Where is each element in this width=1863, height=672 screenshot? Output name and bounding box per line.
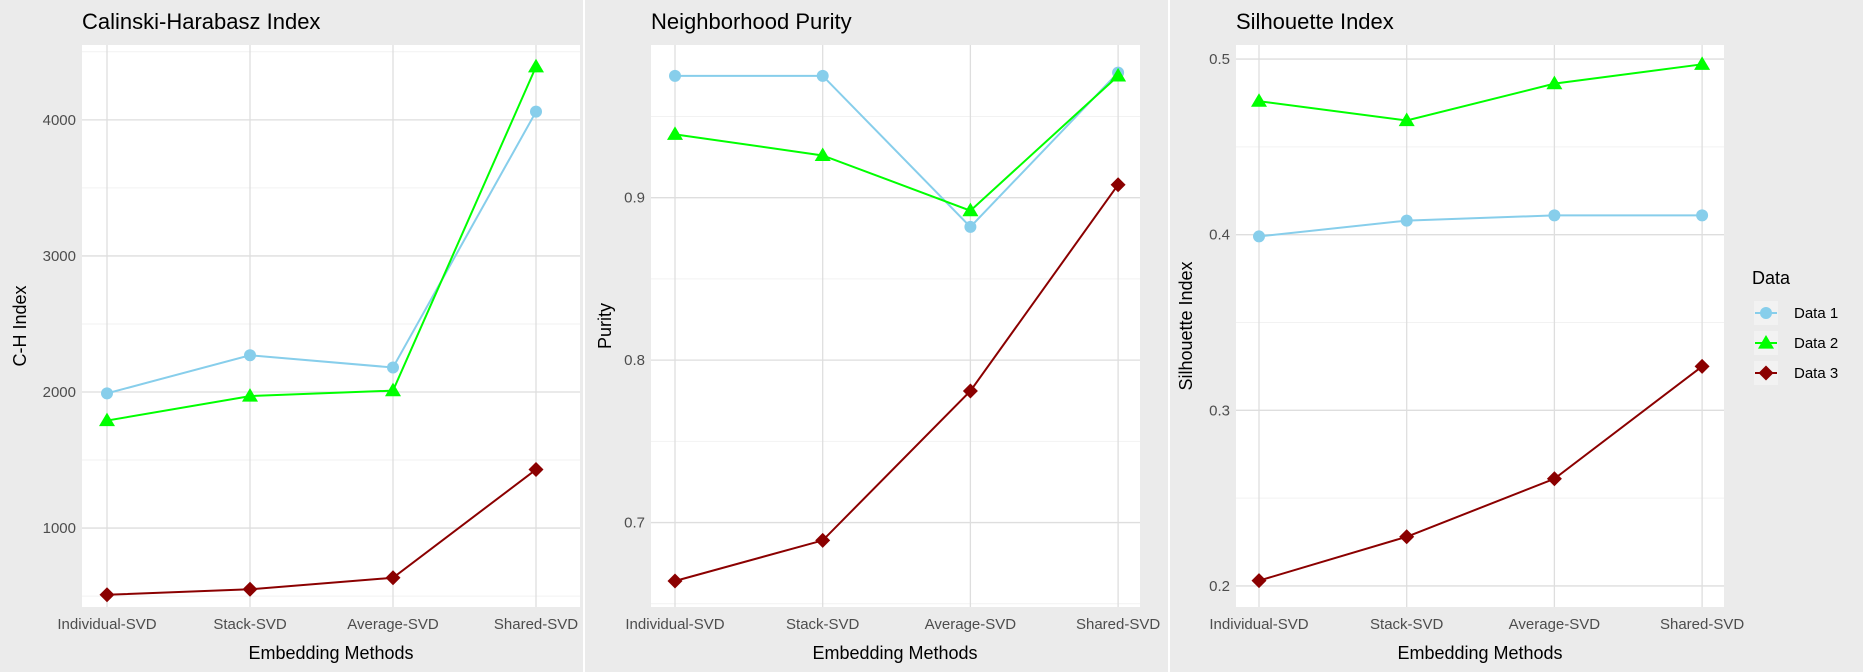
data-point — [815, 532, 831, 548]
series-line — [106, 468, 537, 596]
plot-background — [651, 45, 1140, 607]
legend: Data Data 1 Data 2 Data 3 — [1752, 268, 1838, 385]
legend-title: Data — [1752, 268, 1791, 288]
chart-panel-ch-index: Calinski-Harabasz Index 1000 2000 3000 4000… — [0, 0, 583, 672]
data-point — [962, 202, 979, 217]
x-axis-title: Embedding Methods — [812, 643, 977, 663]
data-point — [1548, 209, 1561, 222]
x-tick-label: Shared-SVD — [1076, 616, 1160, 633]
data-point — [1110, 177, 1126, 193]
x-tick-label: Shared-SVD — [1660, 616, 1744, 633]
legend-entries: Data 1 Data 2 Data 3 — [1754, 301, 1838, 385]
data-point — [1546, 471, 1562, 487]
x-tick-label: Individual-SVD — [57, 616, 156, 633]
data-point — [1251, 93, 1267, 107]
x-tick-label: Stack-SVD — [786, 616, 860, 633]
x-tick-label: Individual-SVD — [625, 616, 724, 633]
data-point — [962, 383, 978, 399]
legend-entry: Data 2 — [1754, 331, 1838, 355]
y-tick-label: 2000 — [43, 384, 76, 401]
y-axis-title: Silhouette Index — [1176, 261, 1196, 390]
x-tick-label: Average-SVD — [1509, 616, 1601, 633]
series-line — [674, 184, 1119, 582]
data-point — [1110, 67, 1127, 82]
x-axis-title: Embedding Methods — [1397, 643, 1562, 663]
x-tick-label: Stack-SVD — [1370, 616, 1444, 633]
y-tick-label: 0.8 — [624, 352, 645, 369]
series-line — [1258, 63, 1703, 122]
y-tick-label: 0.5 — [1209, 51, 1230, 68]
legend-key-marker — [1758, 365, 1774, 381]
x-tick-label: Shared-SVD — [494, 616, 578, 633]
chart-title: Silhouette Index — [1236, 9, 1394, 34]
x-axis-title: Embedding Methods — [248, 643, 413, 663]
legend-key-marker — [1760, 307, 1772, 319]
y-tick-label: 1000 — [43, 520, 76, 537]
data-point — [242, 581, 258, 597]
data-point — [387, 361, 399, 374]
y-tick-label: 0.7 — [624, 515, 645, 532]
series-line — [1258, 214, 1703, 238]
series-line — [106, 111, 537, 395]
y-tick-label: 4000 — [43, 112, 76, 129]
series-line — [674, 75, 1119, 212]
data-point — [1694, 358, 1710, 374]
y-tick-label: 0.2 — [1209, 578, 1230, 595]
data-point — [385, 570, 401, 586]
y-tick-label: 0.3 — [1209, 402, 1230, 419]
data-point — [528, 462, 544, 478]
data-point — [816, 69, 829, 82]
y-tick-label: 0.4 — [1209, 227, 1230, 244]
plot-background — [1236, 45, 1724, 607]
legend-label: Data 1 — [1794, 305, 1838, 322]
series-line — [1258, 365, 1703, 582]
legend-label: Data 3 — [1794, 365, 1838, 382]
x-tick-label: Average-SVD — [347, 616, 439, 633]
chart-title: Calinski-Harabasz Index — [82, 9, 320, 34]
y-tick-label: 0.9 — [624, 190, 645, 207]
data-point — [385, 382, 401, 397]
data-point — [1251, 573, 1267, 589]
chart-panel-neighborhood-purity: Neighborhood Purity 0.7 0.8 0.9 Individual-… — [585, 0, 1168, 672]
y-tick-label: 3000 — [43, 248, 76, 265]
data-point — [101, 387, 113, 400]
data-point — [1696, 209, 1709, 222]
data-point — [244, 349, 256, 362]
chart-panel-silhouette-index: Silhouette Index 0.2 0.3 0.4 0.5 Individual-… — [1170, 0, 1863, 672]
data-point — [964, 220, 977, 233]
data-point — [1400, 214, 1413, 227]
plot-content: 0.7 0.8 0.9 Individual-SVD Stack-SVD Average-… — [624, 45, 1160, 633]
data-point — [1253, 230, 1265, 243]
data-point — [528, 58, 544, 73]
data-point — [530, 105, 542, 118]
plot-content: 1000 2000 3000 4000 Individual-SVD Stack-SVD A… — [43, 45, 580, 633]
series-line — [106, 66, 537, 422]
data-point — [669, 69, 681, 82]
data-point — [1399, 529, 1415, 545]
legend-key-marker — [1758, 335, 1774, 349]
data-point — [814, 147, 831, 162]
plot-content: 0.2 0.3 0.4 0.5 Individual-SVD Stack-SVD Avera… — [1209, 45, 1744, 633]
x-tick-label: Average-SVD — [925, 616, 1017, 633]
series-line — [675, 71, 1119, 229]
chart-title: Neighborhood Purity — [651, 9, 852, 34]
data-point — [1546, 75, 1563, 90]
data-point — [1694, 56, 1711, 70]
data-point — [99, 587, 115, 603]
y-axis-title: Purity — [595, 303, 615, 349]
legend-entry: Data 1 — [1754, 301, 1838, 325]
data-point — [667, 126, 683, 140]
data-point — [99, 412, 115, 427]
legend-label: Data 2 — [1794, 335, 1838, 352]
x-tick-label: Stack-SVD — [213, 616, 287, 633]
data-point — [242, 388, 258, 402]
data-point — [1398, 112, 1415, 127]
y-axis-title: C-H Index — [10, 285, 30, 366]
data-point — [667, 573, 683, 589]
x-tick-label: Individual-SVD — [1209, 616, 1308, 633]
plot-background — [82, 45, 580, 607]
legend-entry: Data 3 — [1754, 361, 1838, 385]
